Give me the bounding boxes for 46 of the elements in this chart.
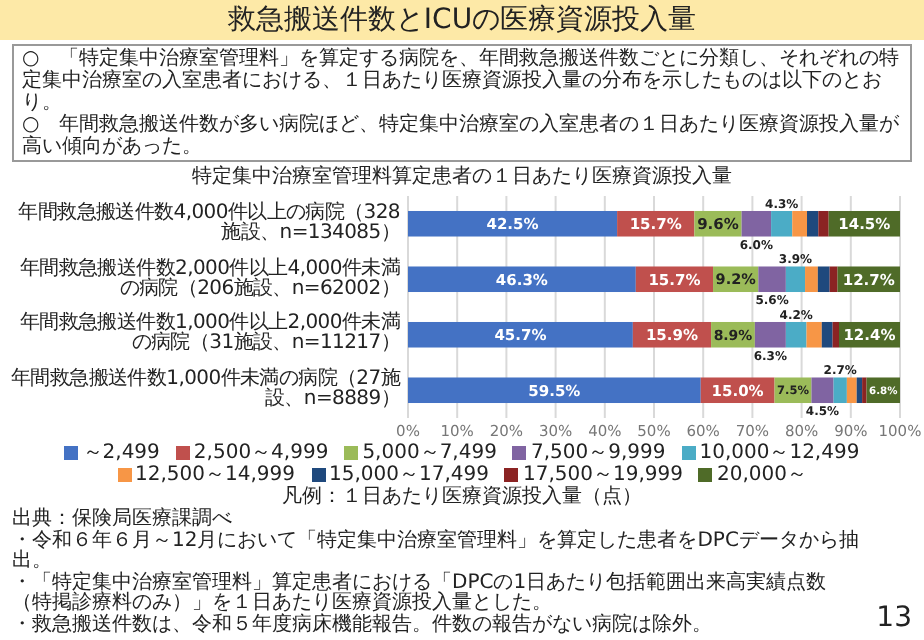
chart-title: 救急搬送件数とICUの医療資源投入量 xyxy=(0,0,924,40)
bar xyxy=(833,377,847,404)
bar xyxy=(805,266,818,293)
y-tick-label: 年間救急搬送件数1,000件以上2,000件未満の病院（31施設、n=11217） xyxy=(17,312,400,355)
text: ○ 年間救急搬送件数が多い病院ほど、特定集中治療室の入室患者の１日あたり医療資源投入量が高い傾向があった。 xyxy=(22,114,902,158)
legend-label: 10,000～12,499 xyxy=(699,442,860,464)
bar xyxy=(846,377,857,404)
bar xyxy=(817,266,830,293)
text: ○ 「特定集中治療室管理料」を算定する病院を、年間救急搬送件数ごとに分類し、それぞれの特定集中治療室の入室患者における、１日あたり医療資源投入量の分布を示したものは以下のとおり。 xyxy=(22,48,902,114)
legend-title: 凡例：１日あたり医療資源投入量（点） xyxy=(282,486,642,508)
bar xyxy=(408,266,636,293)
legend-label: 2,500～4,999 xyxy=(193,442,329,464)
bar xyxy=(856,377,863,404)
y-tick-label: 年間救急搬送件数1,000件未満の病院（27施設、n=8889） xyxy=(9,368,400,411)
legend-label: 15,000～17,499 xyxy=(329,464,489,486)
bar xyxy=(408,377,701,404)
bar xyxy=(771,210,793,237)
y-tick-label: 年間救急搬送件数4,000件以上の病院（328施設、n=134085） xyxy=(16,201,400,244)
text: 13 xyxy=(876,602,912,634)
legend-label: ～2,499 xyxy=(82,442,160,464)
bar xyxy=(807,210,819,237)
text: ・「特定集中治療室管理料」算定患者における「DPCの1日あたり包括範囲出来高実績点数（特掲診療料のみ）」を１日あたり医療資源投入量とした。 xyxy=(12,571,829,614)
bar xyxy=(758,266,786,293)
legend-label: 5,000～7,499 xyxy=(362,442,497,464)
legend-label: 12,500～14,999 xyxy=(135,464,295,486)
legend-label: 7,500～9,999 xyxy=(530,442,666,464)
bar xyxy=(811,377,834,404)
bar xyxy=(741,210,772,237)
bar xyxy=(408,321,633,348)
source-note: 出典：保険局医療課調べ xyxy=(12,508,234,530)
legend-label: 17,500～19,999 xyxy=(522,464,683,486)
legend-label: 20,000～ xyxy=(716,464,807,486)
bar xyxy=(754,321,786,348)
chart-subtitle: 特定集中治療室管理料算定患者の１日あたり医療資源投入量 xyxy=(190,166,734,190)
bar xyxy=(821,321,833,348)
bar xyxy=(806,321,822,348)
bar xyxy=(408,210,618,237)
y-tick-label: 年間救急搬送件数2,000件以上4,000件未満の病院（206施設、n=62002） xyxy=(17,257,400,300)
bar xyxy=(792,210,808,237)
bar xyxy=(832,321,839,348)
text: ・令和６年６月～12月において「特定集中治療室管理料」を算定した患者をDPCデータから抽出。 xyxy=(12,529,861,572)
text: ・救急搬送件数は、令和５年度病床機能報告。件数の報告がない病院は除外。 xyxy=(12,613,714,636)
bar xyxy=(785,321,807,348)
bar xyxy=(829,266,838,293)
bar xyxy=(785,266,806,293)
bar xyxy=(818,210,829,237)
